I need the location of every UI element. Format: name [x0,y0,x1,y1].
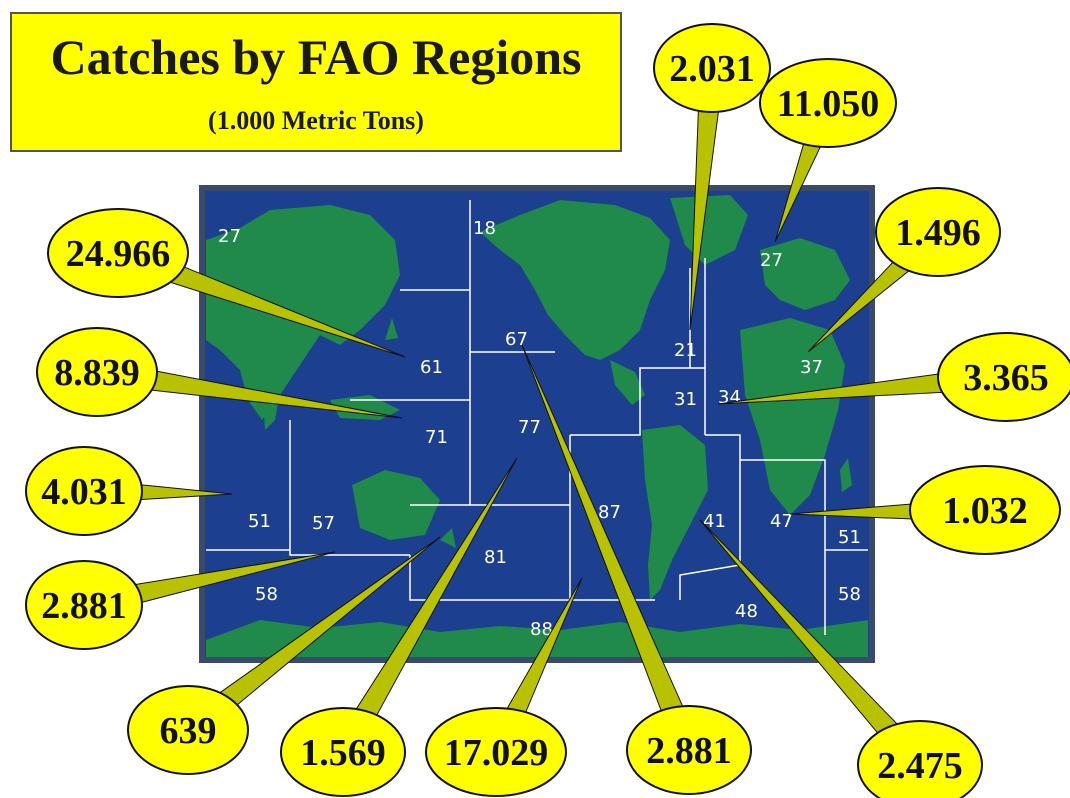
callout-area-34: 3.365 [717,332,1070,422]
fao-area-87-label: 87 [598,502,621,523]
fao-area-27-label: 27 [760,250,783,271]
callout-area-27: 11.050 [759,58,897,243]
callout-bubble [653,23,771,113]
landmass-asia [206,205,400,420]
fao-area-81-label: 81 [484,547,507,568]
landmass-antarctica [206,620,868,657]
title-box: Catches by FAO Regions (1.000 Metric Ton… [10,12,622,152]
callout-bubble [626,705,752,795]
page-subtitle: (1.000 Metric Tons) [208,106,424,135]
callout-area-37: 1.496 [807,187,1001,353]
fao-area-77-label: 77 [518,417,541,438]
callout-value: 1.032 [942,490,1028,532]
callout-bubble [909,465,1061,555]
callout-value: 11.050 [777,83,879,125]
landmass-indonesia [330,395,400,420]
fao-area-41-label: 41 [703,511,726,532]
callout-bubble [280,707,406,797]
callout-bubble [127,685,249,775]
fao-area-48-label: 48 [735,601,758,622]
landmass-africa [740,318,845,515]
fao-area-51-label: 51 [838,527,861,548]
callout-area-47: 1.032 [789,465,1061,555]
callout-value: 2.031 [669,48,755,90]
callout-area-57: 2.881 [25,551,336,650]
fao-area-67-label: 67 [505,329,528,350]
callout-value: 639 [160,710,217,752]
landmass-central-america [610,360,645,405]
callout-bubble [25,446,143,536]
callout-bubble [25,560,143,650]
landmass-north-america [480,200,670,360]
fao-area-27-label: 27 [218,226,241,247]
landmass-south-america [642,425,708,600]
land-masses [206,195,868,657]
fao-area-57-label: 57 [312,513,335,534]
callout-value: 1.569 [300,732,386,774]
callout-area-41: 2.475 [699,519,983,798]
landmass-new-zealand [440,528,456,548]
callout-bubble [36,327,158,417]
landmass-australia [352,470,440,540]
callout-bubble [759,58,897,148]
callout-value: 4.031 [41,471,127,513]
callout-area-51: 4.031 [25,446,233,536]
fao-area-88-label: 88 [530,619,553,640]
fao-area-31-label: 31 [674,389,697,410]
fao-area-58-label: 58 [838,584,861,605]
callout-value: 17.029 [444,732,549,774]
landmass-greenland [670,195,748,265]
callout-bubble [425,707,567,797]
callout-area-81: 639 [127,536,441,775]
callout-value: 2.475 [877,745,963,787]
fao-area-34-label: 34 [718,387,741,408]
fao-area-61-label: 61 [420,357,443,378]
fao-area-21-label: 21 [674,340,697,361]
callout-value: 2.881 [41,585,127,627]
fao-area-71-label: 71 [425,427,448,448]
callout-area-77: 1.569 [280,457,518,797]
callout-value: 2.881 [646,730,732,772]
callout-value: 3.365 [963,357,1049,399]
callout-area-61: 24.966 [47,208,406,358]
fao-area-37-label: 37 [800,357,823,378]
callout-value: 1.496 [895,212,981,254]
landmass-madagascar [840,458,852,492]
fao-area-18-label: 18 [473,218,496,239]
callout-area-87: 17.029 [425,577,583,797]
callout-value: 8.839 [54,352,140,394]
landmass-japan [385,318,398,340]
callout-bubble [47,208,189,298]
fao-area-numbers: 27 18 27 21 61 67 37 31 34 71 77 51 57 87 41 47 51 81 58 88… [218,218,861,640]
callout-value: 24.966 [66,233,171,275]
fao-area-boundaries [206,200,868,635]
world-map: 27 18 27 21 61 67 37 31 34 71 77 51 57 87 41 47 51 81 58 88… [199,185,875,663]
fao-area-47-label: 47 [770,511,793,532]
callout-bubble [857,720,983,798]
landmass-europe [760,238,850,310]
fao-area-51-label: 51 [248,511,271,532]
callout-area-71: 8.839 [36,327,403,419]
page-title: Catches by FAO Regions [50,29,582,85]
callout-area-21: 2.031 [653,23,771,331]
callout-bubble [937,332,1070,422]
callout-area-67: 2.881 [521,344,752,795]
callout-bubble [875,187,1001,277]
fao-area-58-label: 58 [255,584,278,605]
catch-callouts: 2.031 11.050 1.496 24.966 8.839 3.365 4.031 1.0… [25,23,1070,798]
